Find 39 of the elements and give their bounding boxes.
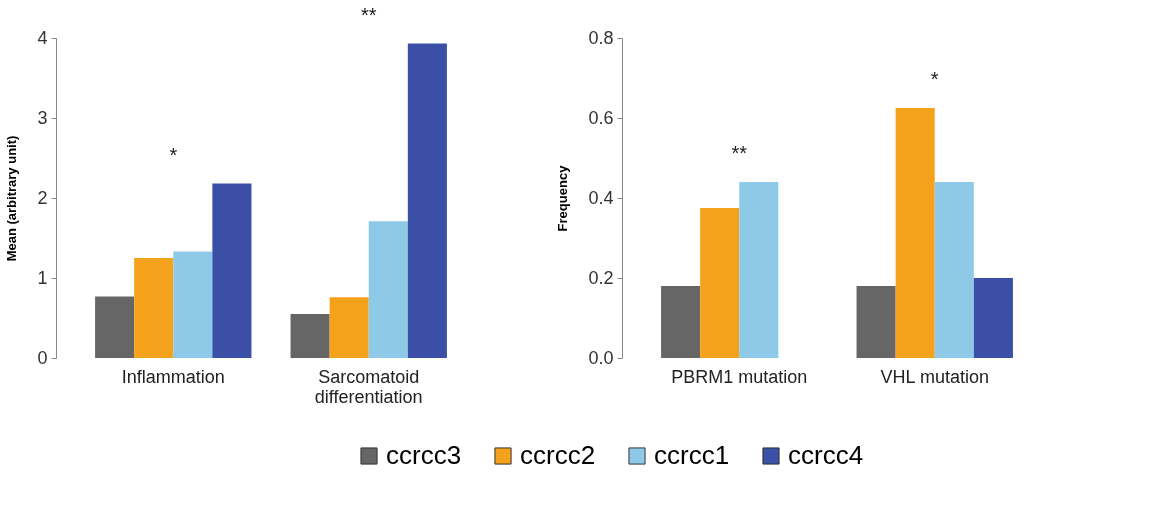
annotation: * <box>169 143 178 166</box>
y-tick-label: 0 <box>37 347 48 368</box>
bar <box>407 43 447 358</box>
bar <box>290 314 330 358</box>
bar <box>173 251 213 358</box>
y-tick-label: 4 <box>37 27 48 48</box>
x-tick-label: Sarcomatoid differentiation <box>314 366 423 407</box>
bar <box>368 221 408 358</box>
bar <box>973 278 1013 358</box>
bar <box>934 182 974 358</box>
x-tick-label: PBRM1 mutation <box>671 366 808 387</box>
bar <box>212 183 252 358</box>
y-axis-title: Frequency <box>555 164 571 232</box>
y-tick-label: 0.8 <box>588 27 614 48</box>
bar <box>95 296 135 358</box>
y-axis-title: Mean (arbitrary unit) <box>4 135 20 262</box>
y-tick-label: 0.6 <box>588 107 614 128</box>
legend-label: ccrcc3 <box>386 440 462 470</box>
x-tick-label: VHL mutation <box>880 366 989 387</box>
legend-label: ccrcc2 <box>520 440 596 470</box>
bar <box>329 297 369 358</box>
bar <box>856 286 896 358</box>
annotation: * <box>930 68 939 90</box>
bar <box>134 258 174 358</box>
y-tick-label: 1 <box>37 267 48 288</box>
bar <box>661 286 701 358</box>
bar <box>895 108 935 358</box>
y-tick-label: 3 <box>37 107 48 128</box>
text: ** <box>360 3 377 26</box>
y-tick-label: 2 <box>37 187 48 208</box>
bar <box>739 182 779 358</box>
y-tick-label: 0.4 <box>588 187 614 208</box>
legend-label: ccrcc1 <box>654 440 730 470</box>
annotation: ** <box>731 142 748 164</box>
y-tick-label: 0.0 <box>588 347 614 368</box>
legend-label: ccrcc4 <box>788 440 864 470</box>
y-tick-label: 0.2 <box>588 267 614 288</box>
bar <box>700 208 740 358</box>
x-tick-label: Inflammation <box>121 366 225 387</box>
